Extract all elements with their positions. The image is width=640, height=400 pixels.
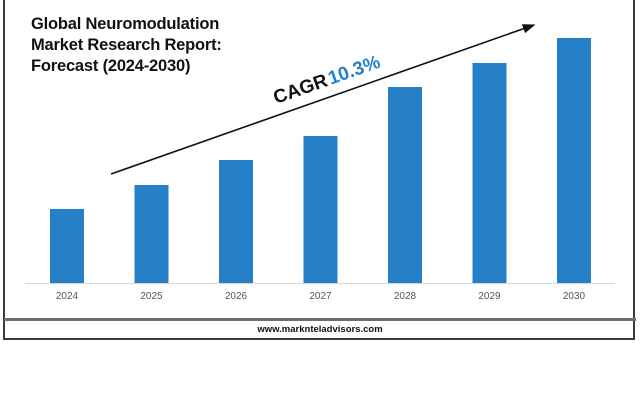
- bar-2030: [557, 38, 591, 283]
- bar-2024: [50, 209, 84, 283]
- x-tick-label: 2025: [140, 291, 163, 302]
- x-tick-label: 2024: [56, 291, 79, 302]
- bar-2029: [472, 63, 507, 283]
- bar-2025: [134, 185, 169, 283]
- footer-divider: [4, 318, 636, 321]
- x-tick-label: 2028: [394, 291, 417, 302]
- bar-2028: [388, 87, 422, 283]
- trend-arrow: [110, 24, 536, 175]
- chart-frame: [3, 0, 635, 340]
- x-tick-label: 2029: [478, 291, 501, 302]
- bar-2027: [303, 136, 338, 283]
- bar-2026: [219, 160, 253, 283]
- x-tick-label: 2030: [563, 291, 586, 302]
- footer-url[interactable]: www.marknteladvisors.com: [257, 324, 383, 335]
- x-tick-label: 2027: [309, 291, 332, 302]
- title-line-2: Market Research Report:: [31, 36, 222, 54]
- cagr-value: 10.3%: [325, 52, 383, 90]
- title-line-3: Forecast (2024-2030): [31, 57, 191, 75]
- cagr-label: CAGR: [271, 70, 331, 108]
- title-line-1: Global Neuromodulation: [31, 15, 220, 33]
- chart-title: Global Neuromodulation Market Research R…: [31, 14, 222, 77]
- x-tick-label: 2026: [225, 291, 248, 302]
